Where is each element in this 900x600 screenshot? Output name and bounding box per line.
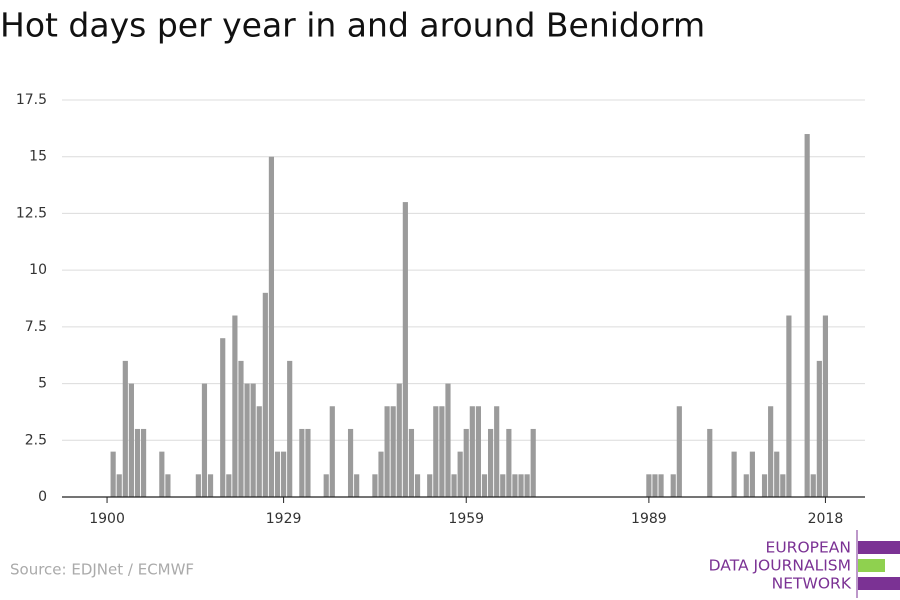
bar — [140, 428, 147, 497]
bar — [372, 474, 378, 497]
y-tick-label: 12.5 — [16, 205, 47, 221]
bar — [445, 383, 451, 497]
bar — [646, 474, 652, 497]
bar — [287, 360, 293, 497]
x-tick-label: 1900 — [89, 511, 125, 527]
bar — [451, 474, 457, 497]
bar — [305, 428, 311, 497]
source: Source: EDJNet / ECMWF — [10, 561, 194, 579]
bar — [780, 474, 786, 497]
bar — [110, 451, 116, 497]
bar — [347, 428, 354, 497]
logo-bar — [858, 577, 900, 590]
bar — [768, 406, 774, 497]
bar — [475, 406, 482, 497]
y-tick-label: 17.5 — [16, 92, 47, 108]
bar — [488, 428, 494, 497]
bar — [822, 315, 829, 497]
bar — [354, 474, 360, 497]
bar — [658, 474, 664, 497]
bar — [262, 292, 268, 497]
logo-bar — [858, 559, 885, 572]
bar — [408, 428, 415, 497]
bar — [518, 474, 524, 497]
bar — [128, 383, 134, 497]
bar — [670, 474, 676, 497]
logo-text: EUROPEAN — [766, 539, 851, 557]
bar — [761, 474, 768, 497]
x-tick-label: 1989 — [631, 511, 667, 527]
bar — [433, 406, 439, 497]
bar — [201, 383, 208, 497]
bar — [506, 428, 512, 497]
bar — [232, 315, 238, 497]
bar — [299, 428, 305, 497]
bar — [512, 474, 518, 497]
bar — [396, 383, 402, 497]
y-tick-label: 0 — [38, 489, 47, 505]
bar — [195, 474, 201, 497]
chart-title: Hot days per year in and around Benidorm — [0, 6, 705, 45]
y-tick-label: 2.5 — [25, 432, 47, 448]
bar — [494, 406, 500, 497]
x-tick-label: 2018 — [808, 511, 844, 527]
bar — [500, 474, 506, 497]
bar — [238, 360, 244, 497]
bar — [378, 451, 384, 497]
bar — [116, 474, 122, 497]
bar — [414, 474, 421, 497]
bar — [390, 406, 396, 497]
bar — [816, 360, 822, 497]
bar — [731, 451, 737, 497]
y-tick-label: 15 — [29, 149, 47, 165]
bar — [530, 428, 536, 497]
y-tick-label: 5 — [38, 376, 47, 392]
bar — [743, 474, 749, 497]
bar — [810, 474, 816, 497]
bar — [469, 406, 475, 497]
bar — [804, 134, 810, 497]
bar — [439, 406, 445, 497]
logo-bar — [858, 541, 900, 554]
bar — [749, 451, 755, 497]
bar — [774, 451, 780, 497]
bar — [652, 474, 658, 497]
x-tick-label: 1929 — [266, 511, 302, 527]
bar — [427, 474, 433, 497]
bar — [268, 156, 275, 497]
bar — [676, 406, 682, 497]
bar — [281, 451, 287, 497]
logo-text: NETWORK — [772, 575, 852, 593]
bar — [786, 315, 792, 497]
bar — [524, 474, 530, 497]
bar — [274, 451, 281, 497]
x-tick-label: 1959 — [448, 511, 484, 527]
bar — [463, 428, 469, 497]
bar — [707, 428, 713, 497]
bar — [122, 360, 128, 497]
bar — [159, 451, 165, 497]
bar — [165, 474, 171, 497]
bar — [226, 474, 232, 497]
bar — [207, 474, 214, 497]
bar — [481, 474, 488, 497]
bar — [244, 383, 250, 497]
bar — [250, 383, 256, 497]
bar — [329, 406, 335, 497]
bar — [457, 451, 463, 497]
logo-text: DATA JOURNALISM — [709, 557, 851, 575]
bar — [384, 406, 390, 497]
bar — [134, 428, 141, 497]
bar — [256, 406, 262, 497]
bar — [220, 338, 226, 497]
bar — [323, 474, 329, 497]
y-tick-label: 10 — [29, 262, 47, 278]
y-tick-label: 7.5 — [25, 319, 47, 335]
bar — [402, 202, 408, 498]
